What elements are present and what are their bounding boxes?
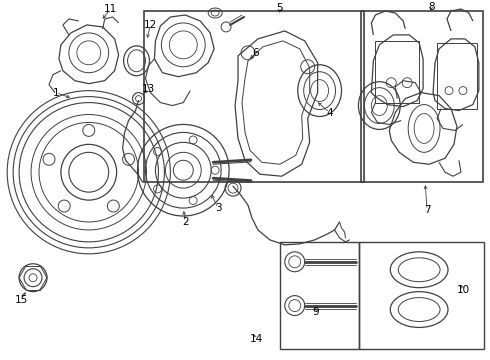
Text: 4: 4 <box>326 108 333 117</box>
Text: 5: 5 <box>276 3 283 13</box>
Bar <box>280 242 360 349</box>
Bar <box>375 41 419 103</box>
Text: 10: 10 <box>456 285 469 294</box>
Text: 11: 11 <box>104 4 117 14</box>
Text: 13: 13 <box>142 84 155 94</box>
Bar <box>437 43 477 109</box>
Bar <box>360 242 484 349</box>
Bar <box>362 11 483 182</box>
Text: 7: 7 <box>424 205 430 215</box>
Text: 3: 3 <box>215 203 221 213</box>
Bar <box>144 11 365 182</box>
Text: 9: 9 <box>312 307 319 316</box>
Text: 8: 8 <box>428 2 435 12</box>
Text: 2: 2 <box>182 217 189 227</box>
Text: 6: 6 <box>253 48 259 58</box>
Text: 1: 1 <box>52 87 59 98</box>
Text: 15: 15 <box>15 294 28 305</box>
Text: 12: 12 <box>144 20 157 30</box>
Text: 14: 14 <box>249 334 263 345</box>
